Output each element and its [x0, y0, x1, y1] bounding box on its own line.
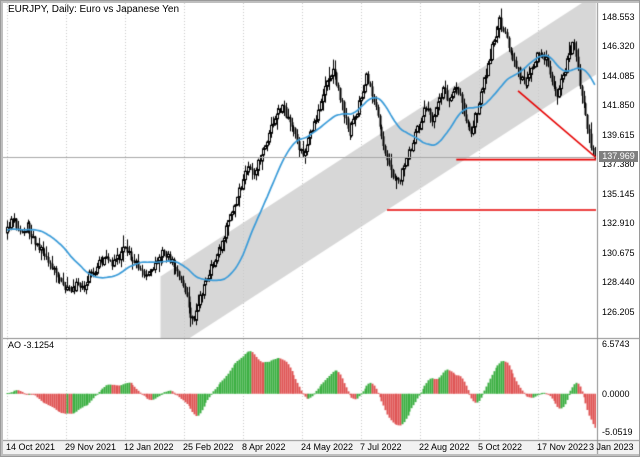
- date-tick-label: 29 Nov 2021: [65, 442, 117, 452]
- date-tick-label: 17 Nov 2022: [537, 442, 589, 452]
- date-tick-label: 8 Apr 2022: [242, 442, 286, 452]
- price-tick-label: 144.085: [602, 71, 635, 81]
- date-tick-label: 12 Jan 2022: [124, 442, 174, 452]
- price-chart-canvas[interactable]: [3, 3, 639, 454]
- ao-indicator-label: AO -3.1254: [8, 340, 55, 350]
- ao-tick-label: 6.5743: [602, 339, 630, 349]
- date-tick-label: 3 Jan 2023: [589, 442, 634, 452]
- chart-title: EURJPY, Daily: Euro vs Japanese Yen: [8, 4, 180, 15]
- price-tick-label: 137.380: [602, 159, 635, 169]
- price-tick-label: 132.910: [602, 218, 635, 228]
- ao-tick-label: 0.0000: [602, 389, 630, 399]
- current-price-badge: 137.969: [599, 151, 638, 162]
- date-tick-label: 5 Oct 2022: [478, 442, 523, 452]
- date-tick-label: 14 Oct 2021: [6, 442, 56, 452]
- date-tick-label: 25 Feb 2022: [183, 442, 234, 452]
- price-tick-label: 126.205: [602, 307, 635, 317]
- price-tick-label: 135.145: [602, 189, 635, 199]
- ao-tick-label: -5.0519: [602, 427, 633, 437]
- price-axis[interactable]: 148.553 146.320 144.085 141.850 139.615 …: [598, 3, 639, 454]
- price-tick-label: 139.615: [602, 130, 635, 140]
- price-tick-label: 130.675: [602, 248, 635, 258]
- date-tick-label: 22 Aug 2022: [419, 442, 470, 452]
- date-tick-label: 24 May 2022: [301, 442, 354, 452]
- price-tick-label: 141.850: [602, 100, 635, 110]
- price-tick-label: 148.553: [602, 12, 635, 22]
- price-tick-label: 128.440: [602, 277, 635, 287]
- date-tick-label: 7 Jul 2022: [360, 442, 402, 452]
- time-axis[interactable]: 14 Oct 2021 29 Nov 2021 12 Jan 2022 25 F…: [3, 441, 639, 456]
- price-tick-label: 146.320: [602, 41, 635, 51]
